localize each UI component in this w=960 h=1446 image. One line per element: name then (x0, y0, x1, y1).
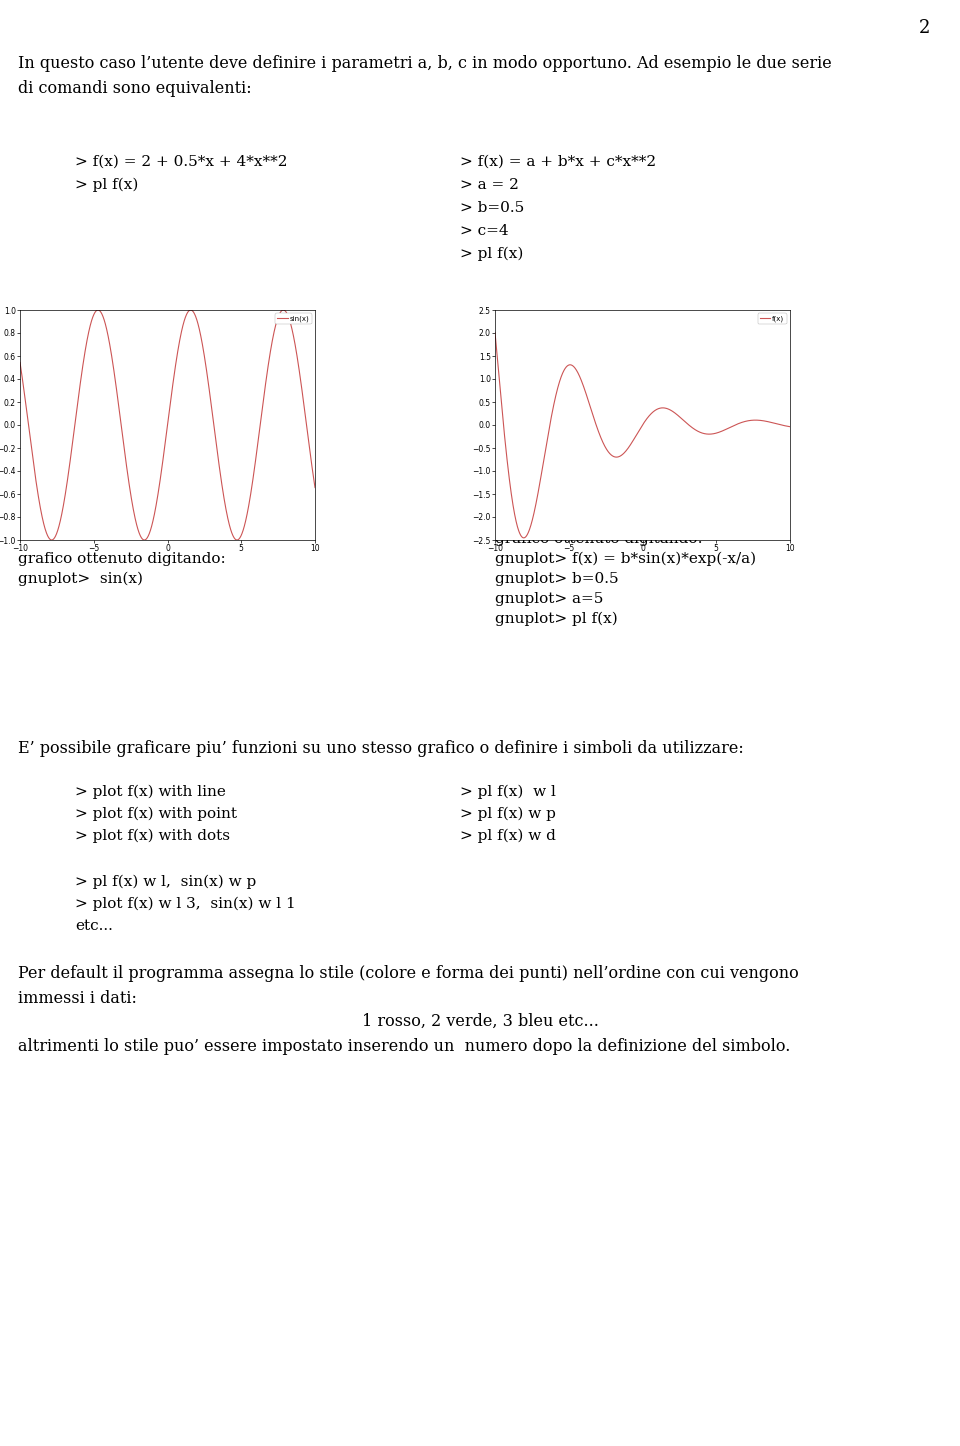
Text: etc...: etc... (75, 920, 113, 933)
Text: gnuplot> pl f(x): gnuplot> pl f(x) (495, 612, 617, 626)
Text: > pl f(x): > pl f(x) (75, 178, 138, 192)
Text: 2: 2 (920, 19, 930, 38)
Text: altrimenti lo stile puo’ essere impostato inserendo un  numero dopo la definizio: altrimenti lo stile puo’ essere impostat… (18, 1038, 790, 1056)
Text: > pl f(x): > pl f(x) (460, 247, 523, 262)
Text: > plot f(x) with point: > plot f(x) with point (75, 807, 237, 821)
Text: > pl f(x)  w l: > pl f(x) w l (460, 785, 556, 800)
Text: Per default il programma assegna lo stile (colore e forma dei punti) nell’ordine: Per default il programma assegna lo stil… (18, 964, 799, 1006)
Text: In questo caso l’utente deve definire i parametri a, b, c in modo opportuno. Ad : In questo caso l’utente deve definire i … (18, 55, 831, 97)
Text: gnuplot> a=5: gnuplot> a=5 (495, 591, 604, 606)
Text: > f(x) = 2 + 0.5*x + 4*x**2: > f(x) = 2 + 0.5*x + 4*x**2 (75, 155, 287, 169)
Text: > b=0.5: > b=0.5 (460, 201, 524, 215)
Text: > pl f(x) w d: > pl f(x) w d (460, 829, 556, 843)
Text: gnuplot>  sin(x): gnuplot> sin(x) (18, 573, 143, 587)
Text: > f(x) = a + b*x + c*x**2: > f(x) = a + b*x + c*x**2 (460, 155, 656, 169)
Text: gnuplot> f(x) = b*sin(x)*exp(-x/a): gnuplot> f(x) = b*sin(x)*exp(-x/a) (495, 552, 756, 567)
Text: grafico ottenuto digitando:: grafico ottenuto digitando: (495, 532, 703, 547)
Text: > a = 2: > a = 2 (460, 178, 518, 192)
Text: grafico ottenuto digitando:: grafico ottenuto digitando: (18, 552, 226, 565)
Text: E’ possibile graficare piu’ funzioni su uno stesso grafico o definire i simboli : E’ possibile graficare piu’ funzioni su … (18, 740, 744, 758)
Text: > plot f(x) with dots: > plot f(x) with dots (75, 829, 230, 843)
Text: gnuplot> b=0.5: gnuplot> b=0.5 (495, 573, 618, 586)
Text: > c=4: > c=4 (460, 224, 509, 239)
Text: > pl f(x) w l,  sin(x) w p: > pl f(x) w l, sin(x) w p (75, 875, 256, 889)
Text: > plot f(x) w l 3,  sin(x) w l 1: > plot f(x) w l 3, sin(x) w l 1 (75, 897, 296, 911)
Text: > pl f(x) w p: > pl f(x) w p (460, 807, 556, 821)
Legend: sin(x): sin(x) (276, 314, 312, 324)
Legend: f(x): f(x) (757, 314, 786, 324)
Text: > plot f(x) with line: > plot f(x) with line (75, 785, 226, 800)
Text: 1 rosso, 2 verde, 3 bleu etc...: 1 rosso, 2 verde, 3 bleu etc... (362, 1014, 598, 1030)
